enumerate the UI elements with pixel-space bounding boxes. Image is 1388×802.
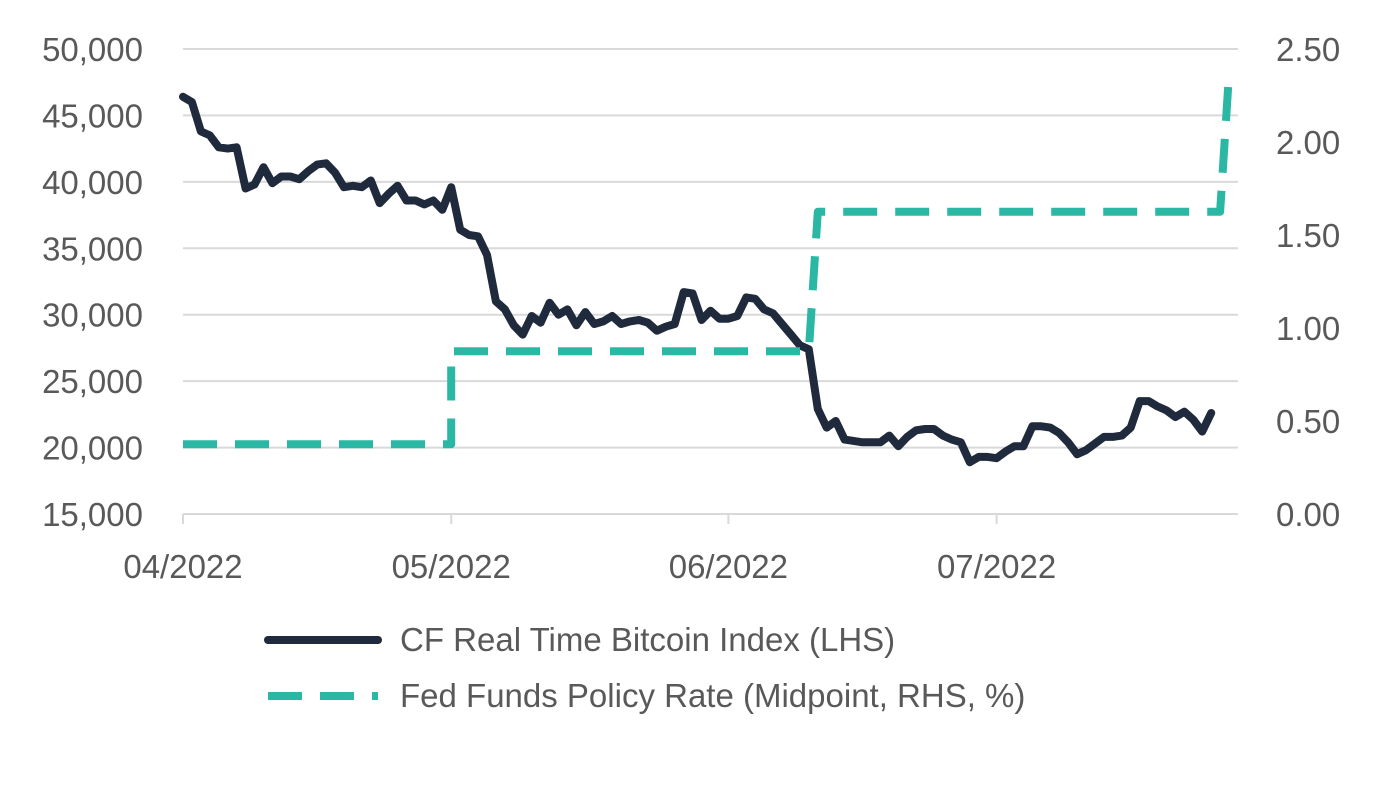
x-axis-tick-label: 06/2022 <box>669 548 788 585</box>
legend-item-fed-funds: Fed Funds Policy Rate (Midpoint, RHS, %) <box>264 668 1025 724</box>
series-line-bitcoin <box>179 92 1216 467</box>
legend-swatch-solid <box>264 633 382 647</box>
right-axis-tick-label: 2.00 <box>1276 124 1340 161</box>
legend-label-bitcoin: CF Real Time Bitcoin Index (LHS) <box>400 621 896 658</box>
x-axis-labels: 04/2022 05/2022 06/2022 07/2022 <box>123 548 1056 585</box>
left-axis-tick-label: 25,000 <box>42 363 143 400</box>
right-axis-tick-label: 1.50 <box>1276 217 1340 254</box>
legend-label-fed-funds: Fed Funds Policy Rate (Midpoint, RHS, %) <box>400 677 1026 714</box>
series-layer <box>179 72 1234 467</box>
left-axis-tick-label: 45,000 <box>42 97 143 134</box>
x-axis-ticks <box>182 514 998 524</box>
x-axis-tick-label: 07/2022 <box>937 548 1056 585</box>
left-axis-tick-label: 50,000 <box>42 31 143 68</box>
x-axis-tick-label: 04/2022 <box>123 548 242 585</box>
chart: 15,000 20,000 25,000 30,000 35,000 40,000 45,0… <box>42 31 1340 585</box>
legend-swatch-dashed <box>264 689 382 703</box>
right-axis-labels: 0.00 0.50 1.00 1.50 2.00 2.50 <box>1276 31 1340 533</box>
right-axis-tick-label: 2.50 <box>1276 31 1340 68</box>
gridlines <box>183 48 1238 449</box>
left-axis-tick-label: 20,000 <box>42 430 143 467</box>
right-axis-tick-label: 0.50 <box>1276 403 1340 440</box>
legend: CF Real Time Bitcoin Index (LHS) Fed Fun… <box>264 612 1025 724</box>
left-axis-tick-label: 30,000 <box>42 297 143 334</box>
right-axis-tick-label: 1.00 <box>1276 310 1340 347</box>
left-axis-tick-label: 15,000 <box>42 496 143 533</box>
left-axis-tick-label: 35,000 <box>42 230 143 267</box>
right-axis-tick-label: 0.00 <box>1276 496 1340 533</box>
series-line-fed-funds <box>183 72 1234 449</box>
x-axis-tick-label: 05/2022 <box>392 548 511 585</box>
left-axis-tick-label: 40,000 <box>42 164 143 201</box>
legend-item-bitcoin: CF Real Time Bitcoin Index (LHS) <box>264 612 1025 668</box>
left-axis-labels: 15,000 20,000 25,000 30,000 35,000 40,000 45,0… <box>42 31 143 533</box>
